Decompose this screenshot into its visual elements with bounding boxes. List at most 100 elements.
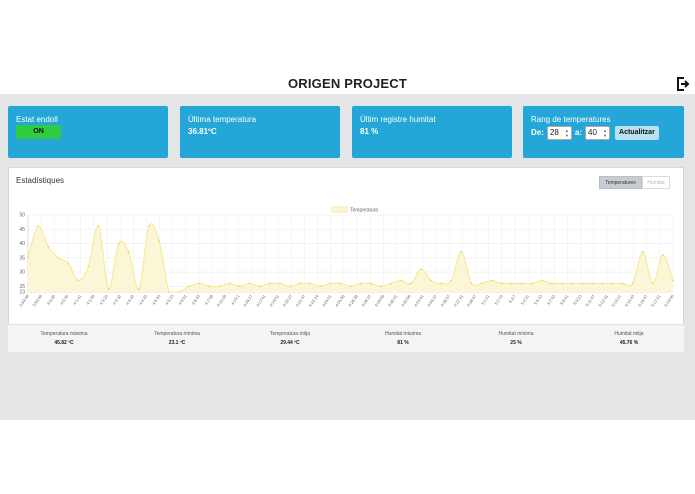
x-tick-label: 4:22:14 xyxy=(308,293,320,307)
update-button[interactable]: Actualitzar xyxy=(615,125,659,140)
x-tick-label: 4:6:43 xyxy=(190,293,201,306)
data-point xyxy=(662,254,664,256)
legend-swatch xyxy=(331,206,348,213)
top-header xyxy=(0,68,695,94)
stats-summary: Temperatura màxima 45.82 ºC Temperatura m… xyxy=(8,324,684,352)
data-point xyxy=(299,282,302,285)
page-title: ORIGEN PROJECT xyxy=(287,76,408,91)
data-point xyxy=(148,225,150,228)
data-point xyxy=(531,282,533,285)
data-point xyxy=(178,291,181,293)
data-point xyxy=(319,285,322,288)
data-point xyxy=(379,285,382,288)
range-to-label: a: xyxy=(574,128,583,137)
x-tick-label: 4:19:51 xyxy=(268,293,280,307)
stat-temp-avg: Temperatura mitja 29.44 ºC xyxy=(234,331,346,346)
data-point xyxy=(67,262,70,265)
stat-value: 25 % xyxy=(510,340,522,346)
x-tick-label: 5:13:21 xyxy=(610,293,622,307)
data-point xyxy=(420,268,422,271)
x-tick-label: 5:3:7 xyxy=(508,293,518,304)
x-tick-label: 4:16:27 xyxy=(242,293,254,307)
data-point xyxy=(289,285,291,288)
x-tick-label: 4:7:59 xyxy=(204,293,215,306)
data-point xyxy=(198,282,201,285)
card-ultim-humitat: Últim registre humitat 81 % xyxy=(352,106,512,158)
data-point xyxy=(97,225,100,228)
y-tick-label: 35 xyxy=(19,255,25,261)
card-value: 81 % xyxy=(360,127,379,136)
data-point xyxy=(561,282,564,285)
y-tick-label: 40 xyxy=(19,241,25,247)
x-tick-label: 4:25:56 xyxy=(334,293,346,307)
data-point xyxy=(349,285,352,288)
tab-humitat[interactable]: Humitat xyxy=(642,176,670,189)
stat-value: 23.1 ºC xyxy=(168,340,186,346)
data-point xyxy=(410,282,412,285)
data-point xyxy=(440,282,443,285)
x-tick-label: 4:5:51 xyxy=(177,293,188,306)
data-point xyxy=(228,282,231,285)
x-tick-label: 5:12:31 xyxy=(597,293,609,307)
data-point xyxy=(158,239,160,242)
stat-value: 29.44 ºC xyxy=(280,340,300,346)
x-tick-label: 4:29:56 xyxy=(373,293,385,307)
data-point xyxy=(208,285,211,288)
data-point xyxy=(137,288,140,291)
x-tick-label: 4:21:37 xyxy=(294,293,306,307)
range-from-label: De: xyxy=(531,128,544,137)
data-point xyxy=(672,279,674,282)
x-tick-label: 4:34:37 xyxy=(426,293,438,307)
range-to-input[interactable]: 40 ▲ ▼ xyxy=(585,125,611,140)
x-tick-label: 4:5:03 xyxy=(151,293,162,306)
x-tick-label: 5:11:47 xyxy=(584,293,596,307)
data-point xyxy=(117,242,120,245)
data-point xyxy=(127,251,130,253)
x-tick-label: 4:5:23 xyxy=(164,293,175,306)
x-tick-label: 4:4:33 xyxy=(138,293,149,306)
tab-temperatures[interactable]: Temperatures xyxy=(599,176,642,189)
data-point xyxy=(369,282,372,285)
card-rang-temperatures: Rang de temperatures De: 28 ▲ ▼ a: 40 ▲ ▼ Ac… xyxy=(523,106,684,158)
data-point xyxy=(27,256,29,259)
x-tick-label: 5:14:43 xyxy=(624,293,636,307)
data-point xyxy=(258,285,261,288)
legend-label: Temperatura xyxy=(350,207,378,213)
data-point xyxy=(57,256,60,259)
logout-icon[interactable] xyxy=(676,77,690,91)
stat-hum-avg: Humitat mitja 45.76 % xyxy=(573,331,685,346)
x-tick-label: 4:10:28 xyxy=(216,293,228,307)
stat-value: 45.76 % xyxy=(619,340,639,346)
range-from-input[interactable]: 28 ▲ ▼ xyxy=(546,125,572,140)
data-point xyxy=(47,245,50,248)
card-label: Estat endoll xyxy=(16,115,58,124)
x-tick-label: 4:3:20 xyxy=(98,293,109,306)
x-tick-label: 5:8:41 xyxy=(559,293,570,306)
stat-label: Temperatura mitja xyxy=(269,331,310,337)
x-tick-label: 4:15:1 xyxy=(230,293,241,306)
spinner-icon[interactable]: ▲ ▼ xyxy=(564,127,569,138)
x-tick-label: 5:1:21 xyxy=(480,293,491,306)
data-point xyxy=(87,265,90,268)
x-tick-label: 4:36:57 xyxy=(439,293,451,307)
range-form: De: 28 ▲ ▼ a: 40 ▲ ▼ Actualitzar xyxy=(531,125,659,140)
x-tick-label: 4:3:32 xyxy=(111,293,122,306)
data-point xyxy=(329,282,332,285)
on-toggle-button[interactable]: ON xyxy=(16,125,61,139)
x-tick-label: 4:38:37 xyxy=(466,293,478,307)
stat-temp-max: Temperatura màxima 45.82 ºC xyxy=(8,331,120,346)
data-point xyxy=(188,285,191,288)
x-tick-label: 4:4:33 xyxy=(125,293,136,306)
y-tick-label: 30 xyxy=(19,270,25,276)
data-point xyxy=(631,282,634,285)
x-tick-label: 4:1:41 xyxy=(72,293,83,306)
data-point xyxy=(359,282,362,285)
x-tick-label: 5:19:55 xyxy=(663,293,675,307)
data-point xyxy=(611,282,614,285)
spinner-icon[interactable]: ▲ ▼ xyxy=(603,127,608,138)
data-point xyxy=(480,282,483,285)
stat-hum-max: Humitat màxima 81 % xyxy=(347,331,459,346)
data-point xyxy=(339,282,342,285)
data-point xyxy=(77,279,80,282)
x-tick-label: 4:24:31 xyxy=(321,293,333,307)
